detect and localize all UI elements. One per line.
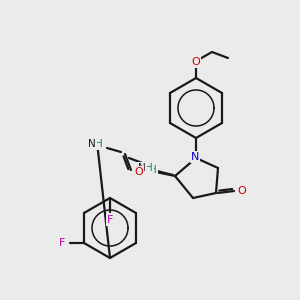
Text: N: N: [138, 163, 146, 173]
Text: N: N: [141, 165, 149, 175]
Text: F: F: [107, 215, 113, 225]
Text: H: H: [145, 163, 153, 173]
Text: N: N: [88, 139, 96, 149]
Text: H: H: [149, 165, 157, 175]
Text: H: H: [95, 139, 103, 149]
Text: O: O: [192, 57, 200, 67]
Text: O: O: [238, 186, 246, 196]
Text: O: O: [135, 167, 143, 177]
Text: F: F: [59, 238, 65, 248]
Text: N: N: [191, 152, 199, 162]
